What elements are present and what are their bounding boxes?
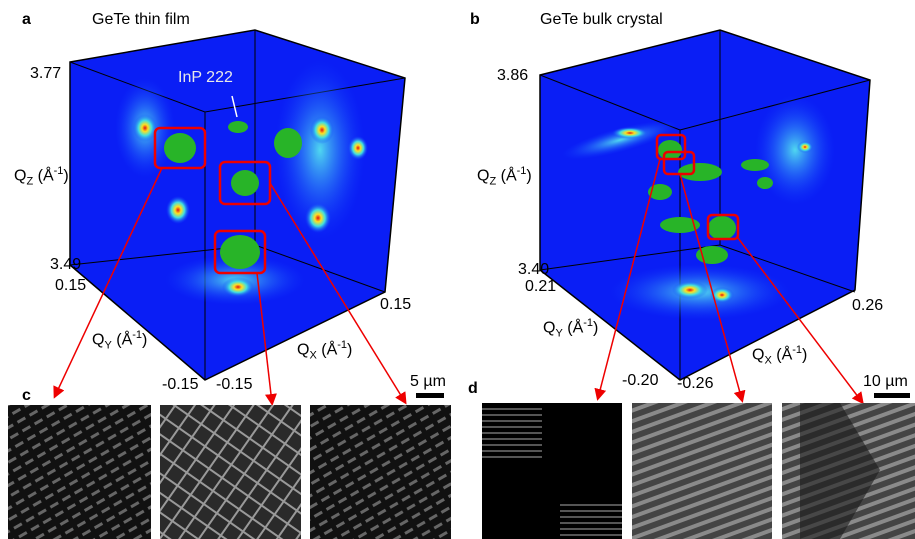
figure-graphics [0,0,915,539]
axis-label-part: X [309,350,316,362]
axis-label-part: ) [802,346,807,363]
tick-label: 3.40 [518,262,549,278]
axis-label: QY (Å-1) [92,330,147,352]
axis-label-part: -1 [517,165,527,177]
axis-label-part: -1 [54,165,64,177]
axis-label-part: Q [14,167,26,184]
axis-label-part: ) [63,167,68,184]
tick-label: -0.20 [622,373,658,389]
tick-label: 0.26 [852,298,883,314]
axis-label-part: -1 [583,317,593,329]
tick-label: 0.15 [55,278,86,294]
axis-label-part: -1 [792,344,802,356]
axis-label-part: Q [477,167,489,184]
axis-label-part: (Å [772,346,792,363]
scale-bar-label: 5 µm [410,374,446,390]
axis-label-part: (Å [112,331,132,348]
axis-label-part: Q [752,346,764,363]
panel-label: a [22,12,31,28]
panel-label: b [470,12,480,28]
scale-bar-label: 10 µm [863,374,908,390]
tick-label: 0.15 [380,297,411,313]
tick-label: -0.15 [216,377,252,393]
axis-label: QZ (Å-1) [14,166,69,188]
axis-label-part: Q [297,341,309,358]
axis-label-part: X [764,355,771,367]
tick-label: 3.77 [30,66,61,82]
axis-label-part: Q [543,319,555,336]
tick-label: 3.86 [497,68,528,84]
tick-label: -0.15 [162,377,198,393]
axis-label-part: ) [142,331,147,348]
axis-label: QZ (Å-1) [477,166,532,188]
axis-label-part: ) [526,167,531,184]
axis-label-part: (Å [33,167,53,184]
axis-label-part: (Å [317,341,337,358]
axis-label-part: Q [92,331,104,348]
axis-label-part: (Å [496,167,516,184]
panel-label: d [468,381,478,397]
panel-label: c [22,388,31,404]
axis-label-part: Y [555,328,562,340]
axis-label-part: Y [104,340,111,352]
axis-label-part: (Å [563,319,583,336]
axis-label: QY (Å-1) [543,318,598,340]
panel-title: GeTe thin film [92,12,190,28]
axis-label-part: ) [593,319,598,336]
figure: a GeTe thin film InP 222 3.77 3.49 0.15 … [0,0,915,539]
axis-label-part: ) [347,341,352,358]
cube-b [540,30,870,402]
annotation: InP 222 [178,70,233,86]
panel-title: GeTe bulk crystal [540,12,663,28]
microscopy-images [8,393,915,539]
axis-label: QX (Å-1) [297,340,352,362]
tick-label: 0.21 [525,279,556,295]
tick-label: -0.26 [677,376,713,392]
axis-label-part: -1 [132,329,142,341]
axis-label: QX (Å-1) [752,345,807,367]
axis-label-part: -1 [337,339,347,351]
tick-label: 3.49 [50,257,81,273]
